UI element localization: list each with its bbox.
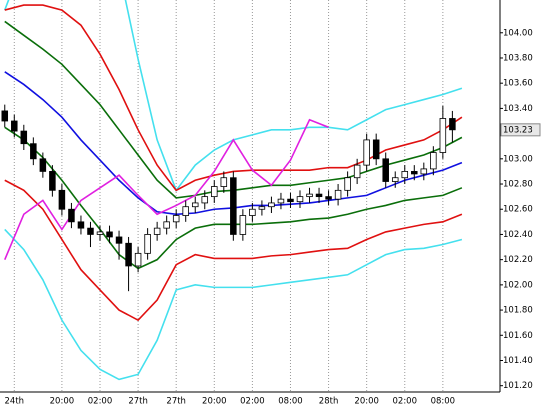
candle-body	[30, 143, 37, 160]
last-price-label: 103.23	[503, 125, 533, 135]
candle-body	[401, 171, 409, 179]
candle-body	[20, 130, 28, 145]
x-tick-label: 08:00	[278, 397, 303, 407]
candle-body	[68, 208, 75, 223]
candle-body	[1, 110, 9, 122]
candle-body	[344, 177, 351, 191]
x-tick-label: 02:00	[88, 397, 113, 407]
y-tick-label: 104.00	[503, 28, 533, 38]
x-tick-label: 02:00	[393, 397, 418, 407]
x-tick-label: 20:00	[354, 397, 379, 407]
axes: 24th 20:00 02:00 27th 27th 20:00 02:00 08:00 28t…	[5, 28, 541, 407]
x-tick-label: 20:00	[202, 397, 227, 407]
y-tick-label: 103.60	[503, 79, 533, 89]
candle-body	[96, 231, 104, 235]
candle-body	[211, 186, 218, 198]
candle-body	[430, 152, 437, 170]
y-tick-label: 101.80	[503, 306, 533, 316]
y-tick-label: 102.40	[503, 230, 533, 240]
x-tick-label: 02:00	[240, 397, 265, 407]
y-tick-label: 101.20	[503, 381, 533, 391]
candle-body	[153, 227, 161, 235]
candle-body	[249, 208, 256, 216]
candle-body	[306, 193, 313, 198]
candle-body	[382, 158, 389, 182]
plot-area	[1, 0, 463, 392]
candle-body	[11, 120, 18, 132]
candle-body	[125, 242, 132, 267]
candle-body	[268, 202, 275, 208]
candle-body	[239, 215, 247, 235]
candle-body	[191, 202, 199, 208]
candle-body	[144, 234, 151, 254]
y-tick-label: 102.60	[503, 205, 533, 215]
candle-body	[391, 177, 399, 182]
y-tick-label: 101.60	[503, 331, 533, 341]
x-tick-label: 24th	[5, 397, 25, 407]
y-tick-label: 103.00	[503, 154, 533, 164]
candle-body	[230, 177, 237, 235]
y-tick-label: 103.80	[503, 53, 533, 63]
band-line	[4, 118, 329, 260]
candle-body	[334, 189, 342, 200]
candle-body	[449, 118, 456, 131]
band-line	[4, 228, 463, 381]
candle-body	[372, 139, 380, 160]
y-tick-label: 102.20	[503, 255, 533, 265]
candle-body	[77, 221, 85, 229]
candle-body	[258, 206, 266, 210]
y-tick-label: 102.80	[503, 180, 533, 190]
candle-body	[277, 198, 285, 204]
candle-body	[58, 189, 66, 210]
candle-body	[353, 164, 361, 179]
x-tick-label: 20:00	[50, 397, 75, 407]
candle-body	[182, 206, 189, 216]
band-line	[4, 4, 463, 192]
y-tick-label: 102.00	[503, 280, 533, 290]
candle-body	[315, 193, 323, 198]
candle-body	[201, 196, 209, 204]
x-tick-label: 28th	[319, 397, 339, 407]
y-tick-label: 101.40	[503, 356, 533, 366]
candle-body	[39, 158, 47, 172]
x-tick-label: 27th	[166, 397, 186, 407]
candle-body	[163, 221, 170, 229]
last-price-box	[500, 123, 541, 137]
x-tick-label: 27th	[128, 397, 148, 407]
candle-body	[411, 171, 418, 175]
candle-body	[115, 236, 123, 244]
y-tick-label: 103.40	[503, 104, 533, 114]
band-line	[4, 179, 463, 322]
candle-body	[49, 171, 56, 191]
candle-body	[87, 227, 94, 235]
candle-body	[134, 252, 142, 267]
candle-body	[106, 231, 113, 238]
candle-body	[287, 198, 294, 203]
candle-body	[439, 118, 447, 153]
candle-body	[325, 196, 332, 200]
candle-body	[420, 168, 428, 175]
candle-body	[363, 139, 370, 166]
candle-body	[220, 177, 228, 187]
x-tick-label: 08:00	[431, 397, 456, 407]
candle-body	[296, 196, 304, 203]
candle-body	[172, 215, 180, 223]
